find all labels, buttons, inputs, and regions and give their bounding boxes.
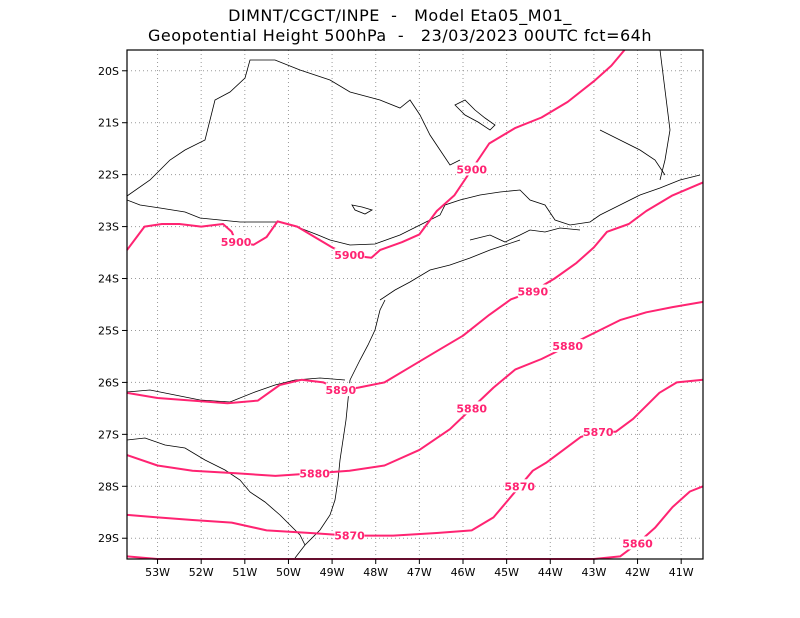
y-tick-label: 24S — [98, 273, 119, 286]
contour-line-5870 — [126, 378, 704, 537]
y-tick-label: 27S — [98, 428, 119, 441]
chart-title-line2: Geopotential Height 500hPa - 23/03/2023 … — [148, 26, 652, 45]
contour-label-bg — [221, 235, 252, 249]
x-tick-label: 42W — [625, 566, 650, 579]
contour-label-bg — [552, 339, 583, 353]
chart-title-line1: DIMNT/CGCT/INPE - Model Eta05_M01_ — [228, 6, 572, 25]
coastline — [294, 379, 351, 559]
x-tick-label: 53W — [145, 566, 170, 579]
x-tick-label: 45W — [494, 566, 519, 579]
x-tick-label: 51W — [232, 566, 257, 579]
x-tick-label: 52W — [189, 566, 214, 579]
y-tick-label: 22S — [98, 169, 119, 182]
contour-line-5860 — [126, 485, 704, 560]
y-tick-label: 28S — [98, 480, 119, 493]
contour-label-bg — [456, 162, 487, 176]
contour-label-bg — [622, 536, 653, 550]
x-tick-label: 50W — [276, 566, 301, 579]
contour-label-bg — [334, 528, 365, 542]
contour-label-5890: 5890 — [518, 286, 549, 299]
contour-label-bg — [299, 466, 330, 480]
y-tick-label: 26S — [98, 376, 119, 389]
y-tick-label: 23S — [98, 221, 119, 234]
border-line — [126, 59, 461, 197]
grid-lines — [127, 50, 703, 559]
contour-lines — [126, 49, 704, 560]
contour-labels: 5900 5900 5900 5890 5890 5880 5880 5880 5870 5870… — [221, 162, 653, 550]
y-axis-ticks: 20S 21S 22S 23S 24S 25S 26S 27S 28S 29S — [98, 65, 127, 545]
contour-line-5890 — [126, 181, 704, 405]
contour-label-5880: 5880 — [456, 402, 487, 415]
contour-label-5900: 5900 — [334, 249, 365, 262]
contour-label-5870: 5870 — [504, 480, 535, 493]
contour-label-5870: 5870 — [583, 426, 614, 439]
x-tick-label: 49W — [320, 566, 345, 579]
border-line — [126, 437, 306, 546]
coastline — [379, 239, 521, 301]
contour-label-bg — [583, 424, 614, 438]
contour-label-5880: 5880 — [299, 467, 330, 480]
contour-label-5870: 5870 — [334, 530, 365, 543]
y-tick-label: 21S — [98, 117, 119, 130]
border-line — [599, 129, 666, 176]
coastline — [349, 299, 386, 381]
x-tick-label: 46W — [451, 566, 476, 579]
y-tick-label: 25S — [98, 324, 119, 337]
contour-label-bg — [325, 383, 356, 397]
plot-frame — [126, 49, 704, 560]
x-tick-label: 43W — [581, 566, 606, 579]
lake — [351, 204, 374, 215]
coastline-borders — [126, 49, 701, 559]
x-tick-label: 48W — [363, 566, 388, 579]
x-tick-label: 44W — [538, 566, 563, 579]
contour-label-bg — [504, 479, 535, 493]
y-tick-label: 29S — [98, 532, 119, 545]
border-line — [659, 49, 671, 181]
contour-label-bg — [334, 248, 365, 262]
contour-line-5880 — [126, 300, 704, 477]
contour-label-bg — [456, 401, 487, 415]
contour-label-bg — [517, 284, 548, 298]
coastline — [459, 174, 701, 226]
contour-label-5880: 5880 — [552, 340, 583, 353]
coastline — [469, 227, 581, 243]
contour-label-5900: 5900 — [221, 236, 252, 249]
x-tick-label: 47W — [407, 566, 432, 579]
contour-label-5890: 5890 — [326, 384, 357, 397]
contour-label-5900: 5900 — [456, 163, 487, 176]
border-line — [126, 377, 346, 403]
y-tick-label: 20S — [98, 65, 119, 78]
x-tick-label: 41W — [669, 566, 694, 579]
x-axis-ticks: 53W 52W 51W 50W 49W 48W 47W 46W 45W 44W 43W 42W 41W — [145, 559, 694, 579]
lake — [454, 99, 496, 131]
contour-label-5860: 5860 — [622, 537, 653, 550]
